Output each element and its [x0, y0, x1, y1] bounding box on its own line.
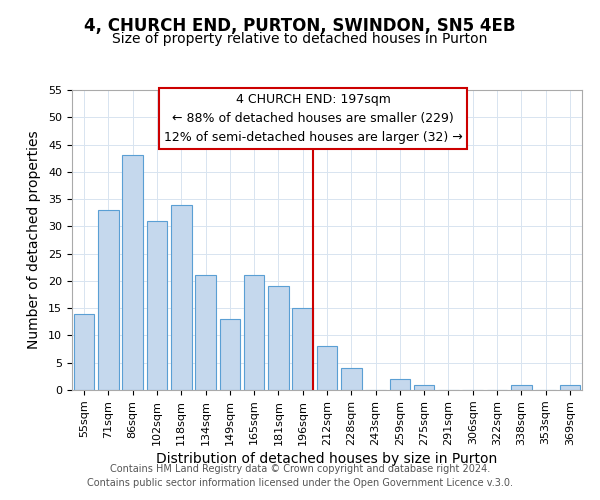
Bar: [74, 314, 94, 390]
Bar: [389, 379, 410, 390]
X-axis label: Distribution of detached houses by size in Purton: Distribution of detached houses by size …: [157, 452, 497, 466]
Bar: [244, 276, 265, 390]
Bar: [220, 319, 240, 390]
Text: 4, CHURCH END, PURTON, SWINDON, SN5 4EB: 4, CHURCH END, PURTON, SWINDON, SN5 4EB: [84, 18, 516, 36]
Bar: [560, 384, 580, 390]
Bar: [341, 368, 362, 390]
Text: 4 CHURCH END: 197sqm
← 88% of detached houses are smaller (229)
12% of semi-deta: 4 CHURCH END: 197sqm ← 88% of detached h…: [164, 92, 463, 144]
Text: Contains HM Land Registry data © Crown copyright and database right 2024.
Contai: Contains HM Land Registry data © Crown c…: [87, 464, 513, 487]
Bar: [122, 156, 143, 390]
Bar: [414, 384, 434, 390]
Text: Size of property relative to detached houses in Purton: Size of property relative to detached ho…: [112, 32, 488, 46]
Bar: [171, 204, 191, 390]
Bar: [292, 308, 313, 390]
Bar: [317, 346, 337, 390]
Bar: [511, 384, 532, 390]
Bar: [146, 221, 167, 390]
Y-axis label: Number of detached properties: Number of detached properties: [27, 130, 41, 350]
Bar: [98, 210, 119, 390]
Bar: [268, 286, 289, 390]
Bar: [195, 276, 216, 390]
